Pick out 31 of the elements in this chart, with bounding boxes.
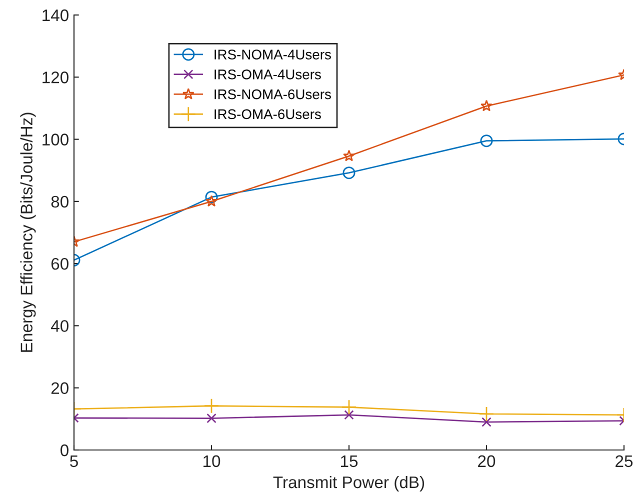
legend-label: IRS-OMA-4Users: [214, 70, 321, 80]
x-tick-label: 5: [70, 455, 78, 468]
point: [343, 150, 355, 162]
point: [482, 417, 492, 427]
x-tick-label: 10: [204, 455, 220, 468]
y-tick-label: 0: [60, 444, 68, 456]
legend-label: IRS-OMA-6Users: [214, 109, 321, 120]
x-axis-title: Transmit Power (dB): [273, 476, 424, 492]
point: [341, 399, 357, 415]
y-tick-label: 140: [42, 9, 68, 22]
point: [480, 134, 493, 148]
y-tick-label: 20: [51, 382, 68, 394]
point: [206, 413, 216, 424]
y-tick-label: 100: [42, 134, 68, 146]
y-tick-label: 60: [51, 258, 68, 270]
legend-label: IRS-NOMA-6Users: [214, 89, 331, 100]
point: [205, 190, 218, 204]
point: [480, 100, 492, 112]
legend-label: IRS-NOMA-4Users: [214, 50, 331, 60]
y-axis-title: Energy Efficiency (Bits/Joule/Hz): [20, 112, 36, 352]
point: [478, 406, 494, 422]
y-tick-label: 120: [42, 72, 68, 84]
x-tick-label: 15: [341, 455, 358, 468]
point: [204, 398, 220, 414]
x-tick-label: 25: [616, 455, 633, 468]
point: [342, 166, 356, 180]
x-tick-label: 20: [478, 455, 496, 468]
y-tick-label: 40: [50, 320, 68, 332]
y-tick-label: 80: [51, 196, 68, 208]
point: [344, 410, 354, 420]
point: [206, 195, 218, 207]
